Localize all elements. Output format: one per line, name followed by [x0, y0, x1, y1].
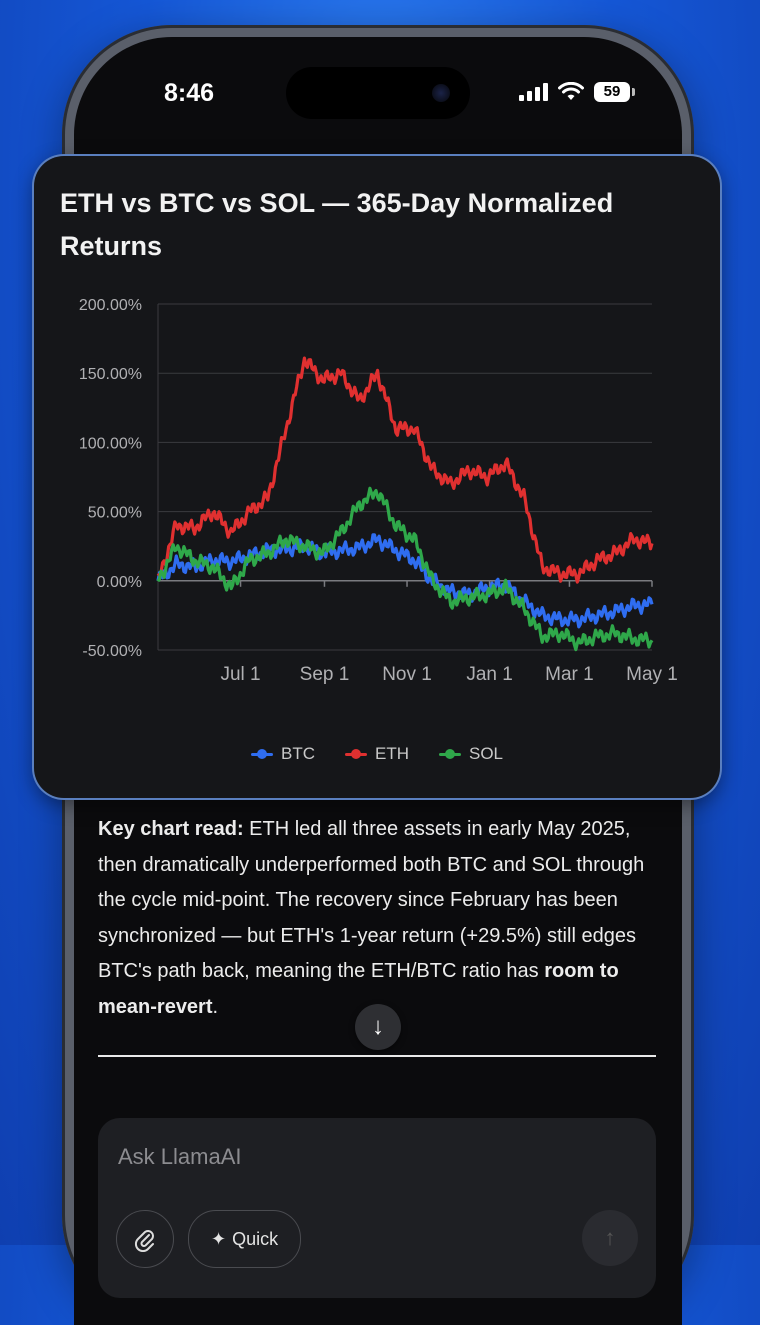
chart-title: ETH vs BTC vs SOL — 365-Day Normalized R…: [60, 188, 614, 261]
ask-input[interactable]: Ask LlamaAI: [118, 1144, 242, 1169]
legend-label: BTC: [280, 744, 315, 763]
legend-item-btc[interactable]: BTC: [250, 744, 315, 764]
divider: [98, 1055, 656, 1057]
legend-swatch: [344, 748, 367, 759]
series-line-eth: [156, 356, 654, 584]
analysis-text: ETH led all three assets in early May 20…: [98, 818, 645, 982]
quick-button[interactable]: ✦ Quick: [188, 1210, 302, 1268]
analysis-paragraph: Key chart read: ETH led all three assets…: [98, 812, 658, 1025]
wifi-icon: [558, 82, 584, 100]
quick-label: Quick: [232, 1229, 279, 1249]
analysis-tail: .: [212, 995, 219, 1018]
y-tick-label: 0.00%: [97, 574, 142, 591]
x-tick-label: Sep 1: [300, 664, 350, 685]
y-tick-label: 100.00%: [79, 435, 142, 452]
line-chart: 200.00% 150.00% 100.00% 50.00% 0.00% -50.00% J…: [79, 297, 678, 685]
legend-item-eth[interactable]: ETH: [344, 744, 409, 764]
scroll-down-button[interactable]: ↓: [355, 1004, 401, 1050]
x-tick-label: Jul 1: [220, 664, 260, 685]
chart-card: ETH vs BTC vs SOL — 365-Day Normalized R…: [34, 156, 720, 798]
status-bar: 8:46 59: [74, 37, 682, 127]
chart-legend: BTC ETH SOL: [34, 744, 720, 764]
arrow-up-icon: ↑: [604, 1225, 616, 1250]
legend-label: SOL: [468, 744, 504, 763]
arrow-down-icon: ↓: [372, 1013, 384, 1040]
composer: Ask LlamaAI ✦ Quick ↑: [98, 1118, 656, 1298]
dynamic-island: [286, 67, 470, 119]
legend-swatch: [438, 748, 461, 759]
attach-button[interactable]: [116, 1210, 174, 1268]
legend-label: ETH: [374, 744, 409, 763]
x-tick-label: May 1: [626, 664, 678, 685]
series-line-sol: [156, 486, 654, 652]
key-label: Key chart read:: [98, 818, 244, 840]
legend-item-sol[interactable]: SOL: [438, 744, 504, 764]
y-tick-label: -50.00%: [82, 643, 142, 660]
x-tick-label: Jan 1: [466, 664, 512, 685]
status-time: 8:46: [164, 79, 215, 107]
series-line-btc: [156, 533, 654, 629]
sparkle-icon: ✦: [211, 1229, 227, 1249]
status-icons: 59: [519, 82, 635, 102]
camera-icon: [432, 84, 450, 102]
battery-icon: 59: [594, 82, 635, 102]
analysis-emphasis: room to mean-revert: [98, 960, 619, 1018]
y-tick-label: 200.00%: [79, 297, 142, 314]
legend-swatch: [250, 748, 273, 759]
y-tick-label: 50.00%: [88, 505, 142, 522]
x-tick-label: Nov 1: [382, 664, 432, 685]
y-tick-label: 150.00%: [79, 366, 142, 383]
signal-icon: [519, 83, 548, 101]
paperclip-icon: [134, 1229, 154, 1252]
x-tick-label: Mar 1: [545, 664, 594, 685]
send-button[interactable]: ↑: [582, 1210, 638, 1266]
